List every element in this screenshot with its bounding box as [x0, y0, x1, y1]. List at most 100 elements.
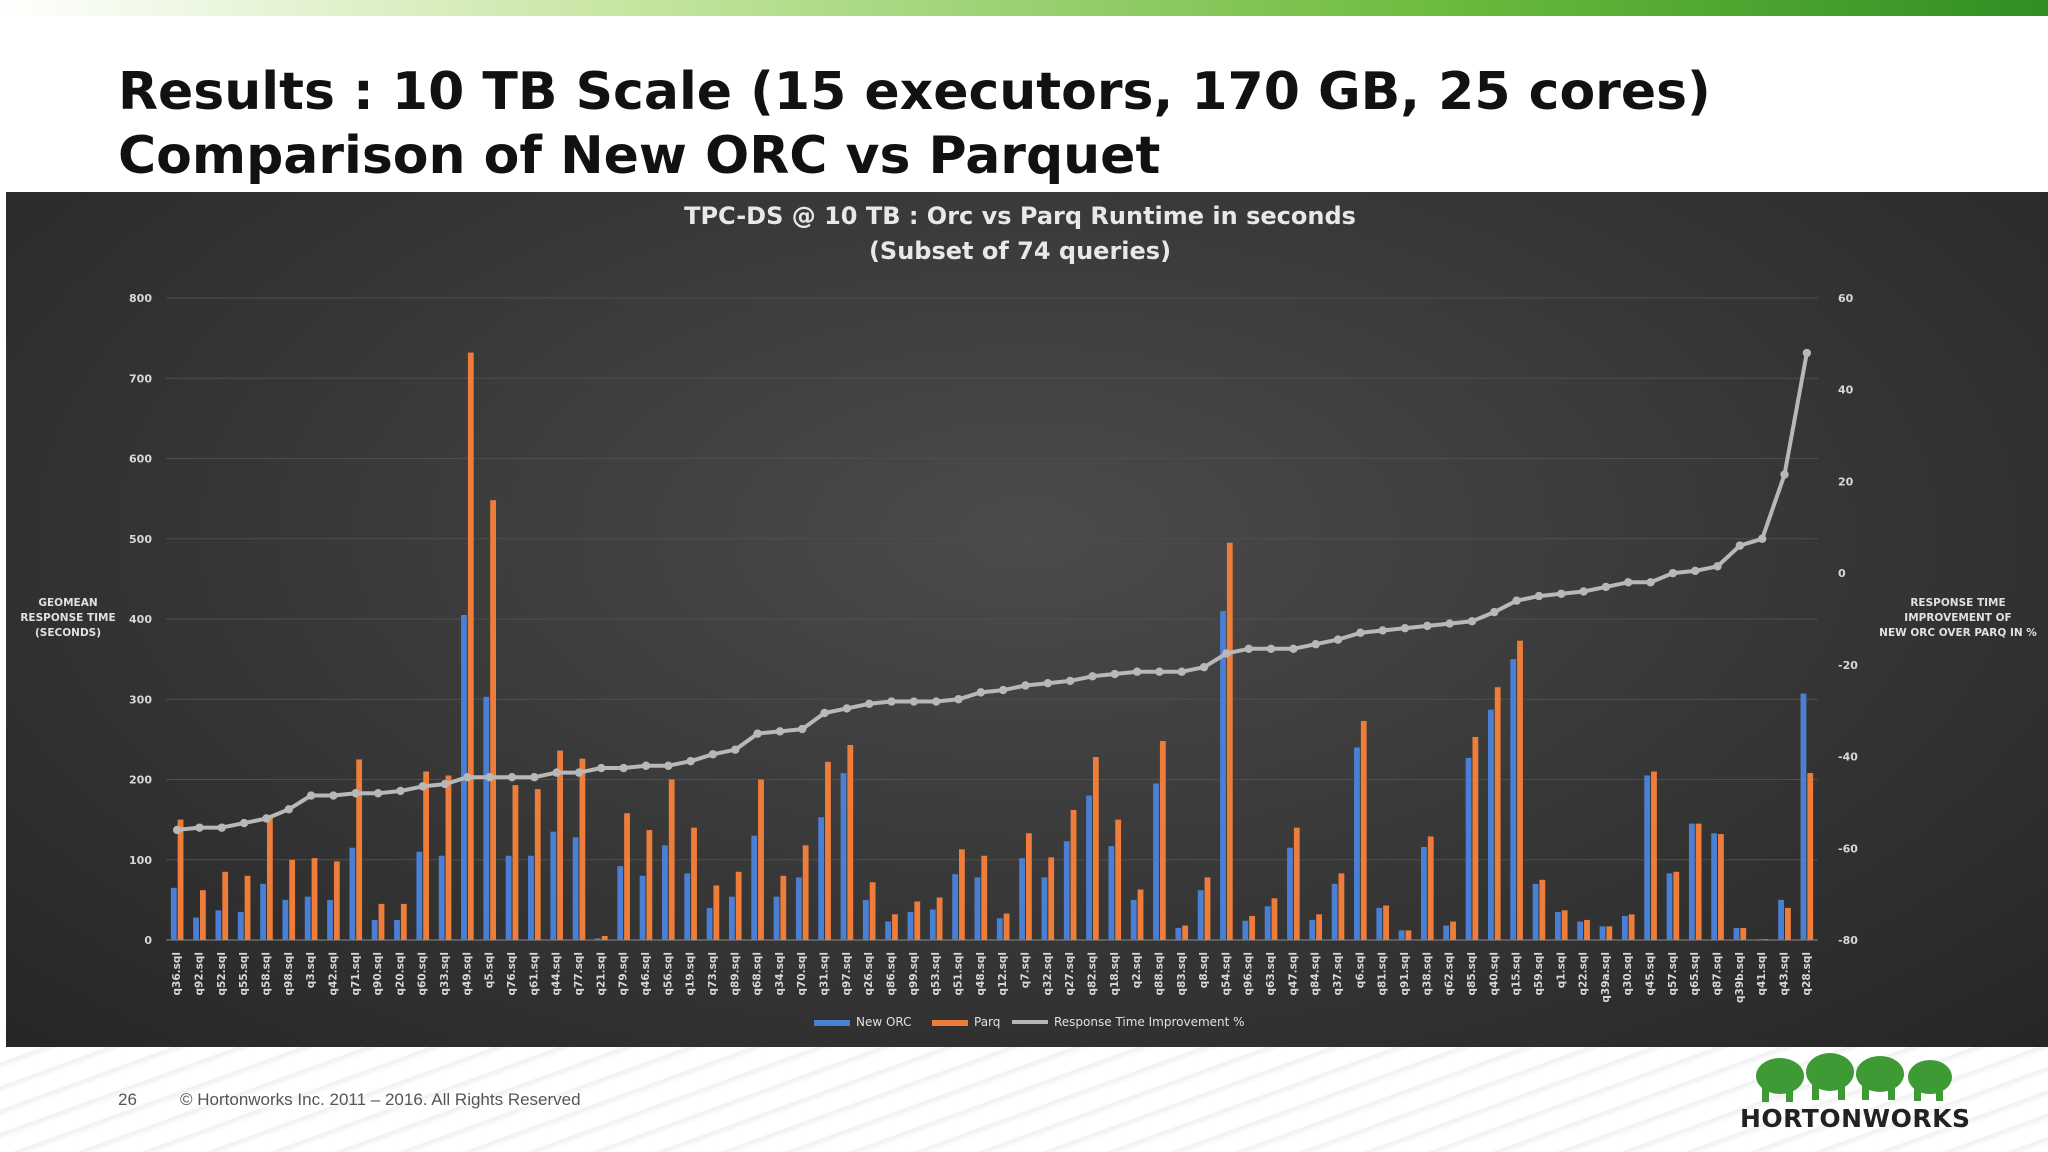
bar-parq [646, 830, 653, 940]
bar-parq [802, 845, 809, 940]
improvement-point [1110, 669, 1119, 679]
bar-new-orc [1800, 693, 1807, 940]
bar-new-orc [1220, 610, 1226, 940]
bar-parq [333, 861, 340, 940]
improvement-point [396, 786, 405, 796]
bar-parq [378, 903, 385, 940]
bar-new-orc [1264, 906, 1271, 940]
bar-parq [467, 352, 474, 940]
x-tick-label: q22.sql [1578, 952, 1590, 995]
y-left-tick-label: 800 [129, 292, 152, 305]
y-left-tick-label: 600 [129, 453, 152, 466]
bar-parq [1092, 757, 1099, 940]
improvement-point [731, 745, 740, 754]
bar-new-orc [260, 883, 266, 940]
gridlines [166, 297, 1818, 941]
bar-new-orc [170, 887, 177, 940]
improvement-point [1735, 541, 1745, 550]
y-right-axis-label: RESPONSE TIME [1910, 597, 2005, 609]
x-tick-label: q79.sql [618, 952, 630, 995]
bar-parq [1003, 913, 1010, 940]
bar-new-orc [1487, 709, 1494, 940]
elephant-icon [1756, 1053, 1952, 1102]
x-tick-label: q70.sql [796, 952, 808, 995]
y-right-tick-label: -80 [1838, 934, 1858, 947]
bar-new-orc [1554, 911, 1561, 940]
bar-new-orc [237, 911, 244, 940]
bar-parq [1785, 907, 1791, 940]
x-tick-label: q98.sql [283, 952, 295, 995]
legend-swatch-new-orc [814, 1020, 850, 1026]
bar-new-orc [728, 896, 735, 940]
improvement-point [1132, 667, 1142, 676]
x-tick-label: q34.sql [774, 952, 786, 995]
improvement-point [284, 805, 293, 814]
improvement-point [329, 791, 338, 800]
improvement-point [686, 756, 695, 766]
x-tick-label: q32.sql [1042, 952, 1054, 995]
bar-parq [892, 914, 898, 940]
bar-parq [1517, 640, 1523, 940]
improvement-point [1757, 534, 1767, 543]
improvement-point [1512, 596, 1521, 605]
x-tick-label: q2.sql [1131, 952, 1143, 988]
x-tick-label: q85.sql [1466, 952, 1478, 995]
bar-parq [847, 744, 854, 940]
bar-parq [914, 901, 921, 940]
improvement-point [1065, 676, 1075, 686]
bar-parq [1539, 879, 1546, 940]
bar-new-orc [1711, 833, 1718, 940]
combo-chart: 0 100 200 300 400 500 600 700 800 -80 -60 -40 -20 0 20… [20, 202, 2037, 1029]
improvement-point [1624, 578, 1633, 587]
bar-parq [177, 819, 184, 940]
bars [170, 352, 1814, 940]
axes: 0 100 200 300 400 500 600 700 800 -80 -60 -40 -20 0 20… [20, 292, 2037, 1003]
x-tick-label: q68.sql [752, 952, 764, 995]
bar-parq [1360, 720, 1367, 940]
bar-parq [289, 859, 296, 940]
y-right-tick-label: 60 [1838, 292, 1854, 305]
bar-new-orc [1041, 877, 1048, 940]
bar-parq [1427, 836, 1434, 940]
improvement-point [1490, 607, 1499, 617]
x-tick-label: q40.sql [1488, 952, 1500, 995]
improvement-point [195, 823, 204, 832]
chart-title-line1: TPC-DS @ 10 TB : Orc vs Parq Runtime in … [684, 202, 1356, 230]
footer-background [0, 1047, 2048, 1152]
y-right-axis-label: NEW ORC OVER PARQ IN % [1879, 627, 2037, 639]
bar-new-orc [1331, 883, 1338, 940]
improvement-point [1400, 623, 1410, 633]
improvement-point [1423, 621, 1432, 631]
improvement-point [954, 695, 963, 704]
bar-parq [713, 885, 720, 940]
bar-parq [1070, 809, 1077, 940]
x-tick-label: q62.sql [1444, 952, 1456, 995]
bar-parq [1338, 873, 1345, 940]
chart-panel: 0 100 200 300 400 500 600 700 800 -80 -60 -40 -20 0 20… [6, 192, 2048, 1047]
bar-new-orc [1354, 747, 1360, 940]
bar-new-orc [1733, 927, 1740, 940]
improvement-point [1445, 619, 1454, 628]
copyright-text: © Hortonworks Inc. 2011 – 2016. All Righ… [180, 1090, 581, 1109]
improvement-point [1691, 566, 1700, 576]
improvement-point [262, 814, 271, 823]
x-tick-label: q39b.sql [1734, 952, 1746, 1003]
bar-parq [1048, 857, 1055, 940]
bar-new-orc [215, 910, 222, 940]
x-tick-label: q33.sql [439, 952, 451, 995]
bar-parq [936, 897, 943, 940]
x-tick-label: q61.sql [528, 952, 540, 995]
bar-new-orc [327, 899, 333, 940]
bar-new-orc [1175, 927, 1182, 940]
bar-new-orc [907, 911, 914, 940]
bar-parq [1606, 926, 1613, 940]
bar-new-orc [996, 918, 1003, 940]
y-left-tick-label: 700 [129, 372, 152, 385]
bar-new-orc [1398, 930, 1405, 940]
bar-new-orc [840, 773, 847, 940]
x-tick-label: q38.sql [1421, 952, 1433, 995]
x-tick-label: q46.sql [640, 952, 652, 995]
x-tick-label: q52.sql [216, 952, 228, 995]
improvement-point [1713, 562, 1722, 571]
chart-title-line2: (Subset of 74 queries) [869, 237, 1171, 265]
